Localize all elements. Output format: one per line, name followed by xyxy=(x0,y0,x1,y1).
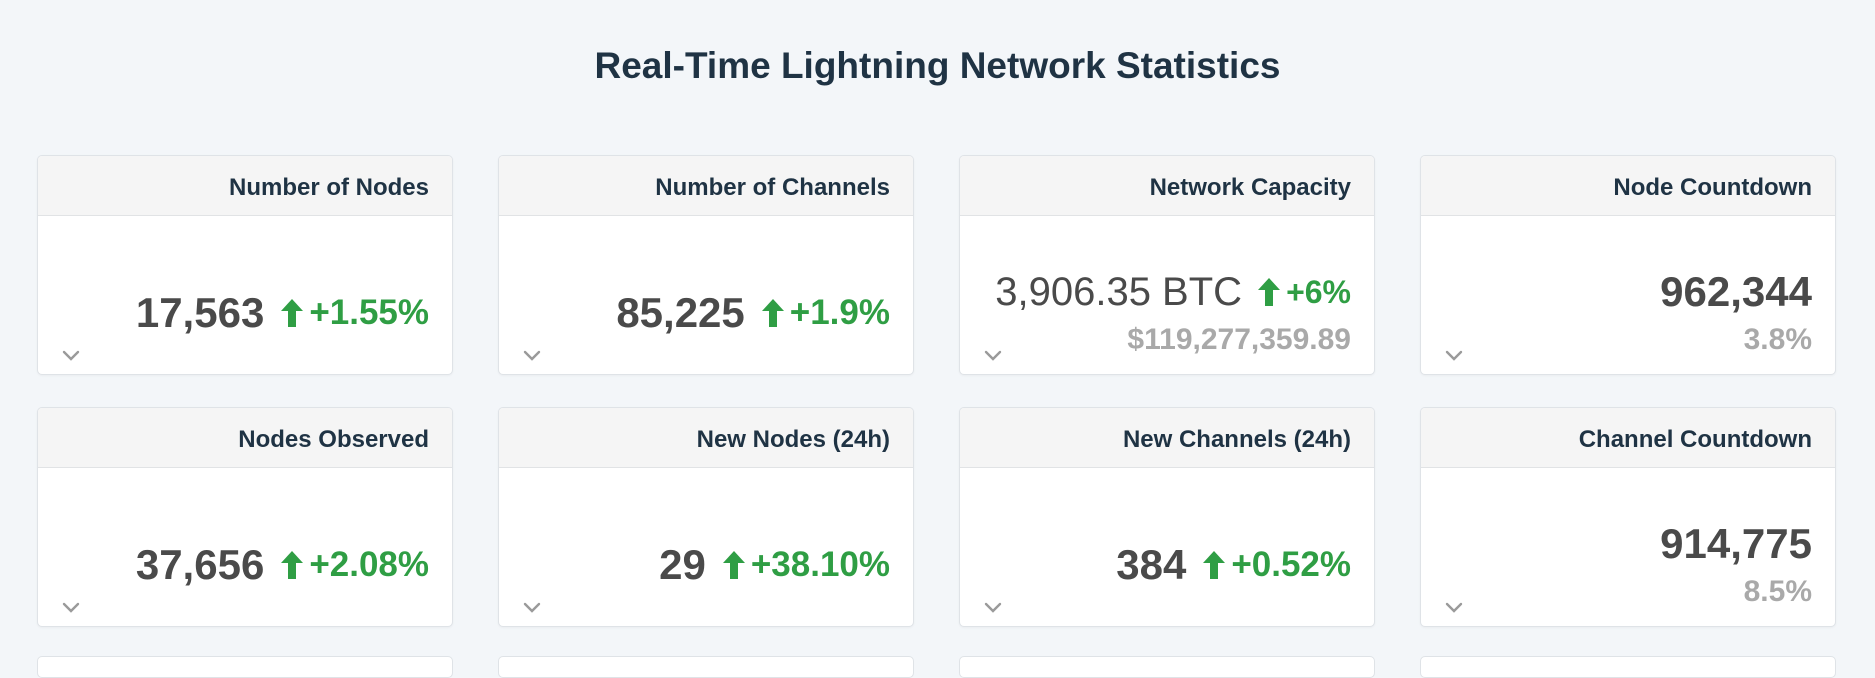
stat-change-value: +2.08% xyxy=(309,545,429,584)
stat-card-partial xyxy=(37,656,453,678)
card-header: Channel Countdown xyxy=(1421,408,1835,468)
card-title: New Channels (24h) xyxy=(1122,426,1351,453)
stat-card-channel-countdown: Channel Countdown 914,775 8.5% xyxy=(1420,407,1836,627)
stat-value: 37,656 xyxy=(135,541,265,588)
stat-change: +1.55% xyxy=(281,293,429,333)
chevron-down-icon[interactable] xyxy=(62,350,80,362)
stat-line: 962,344 xyxy=(1660,269,1812,315)
up-arrow-icon xyxy=(281,299,304,327)
stat-card-number-of-nodes: Number of Nodes 17,563 +1.55% xyxy=(37,155,453,375)
up-arrow-icon xyxy=(1258,278,1281,306)
stat-value: 29 xyxy=(659,541,706,588)
card-title: Network Capacity xyxy=(1149,174,1351,201)
up-arrow-icon xyxy=(1203,551,1226,579)
stat-card-node-countdown: Node Countdown 962,344 3.8% xyxy=(1420,155,1836,375)
up-arrow-icon xyxy=(761,299,784,327)
stat-value: 17,563 xyxy=(135,289,265,336)
card-title: Channel Countdown xyxy=(1578,426,1812,453)
stat-value: 3,906.35 BTC xyxy=(995,270,1243,314)
stat-change: +0.52% xyxy=(1203,545,1351,585)
chevron-down-icon[interactable] xyxy=(1445,350,1463,362)
stat-change-value: +1.9% xyxy=(789,293,890,332)
stat-card-network-capacity: Network Capacity 3,906.35 BTC +6% $119,2… xyxy=(959,155,1375,375)
card-title: Number of Channels xyxy=(655,174,890,201)
card-header: Nodes Observed xyxy=(38,408,452,468)
stat-value: 384 xyxy=(1116,541,1187,588)
stat-line: 914,775 xyxy=(1660,521,1812,567)
stat-card-nodes-observed: Nodes Observed 37,656 +2.08% xyxy=(37,407,453,627)
countdown-percent: 8.5% xyxy=(1743,575,1812,608)
stat-line: 29 +38.10% xyxy=(659,542,890,588)
stat-change-value: +38.10% xyxy=(750,545,890,584)
chevron-down-icon[interactable] xyxy=(523,350,541,362)
stat-line: 3,906.35 BTC +6% xyxy=(995,269,1351,315)
card-header: Number of Channels xyxy=(499,156,913,216)
stat-change-value: +1.55% xyxy=(309,293,429,332)
stat-line: 85,225 +1.9% xyxy=(616,290,890,336)
card-header: Network Capacity xyxy=(960,156,1374,216)
usd-value: $119,277,359.89 xyxy=(1127,323,1351,356)
stat-card-partial xyxy=(1420,656,1836,678)
stat-change: +2.08% xyxy=(281,545,429,585)
page-title: Real-Time Lightning Network Statistics xyxy=(594,45,1281,86)
chevron-down-icon[interactable] xyxy=(1445,602,1463,614)
chevron-down-icon[interactable] xyxy=(523,602,541,614)
stat-card-number-of-channels: Number of Channels 85,225 +1.9% xyxy=(498,155,914,375)
stat-line: 17,563 +1.55% xyxy=(136,290,429,336)
card-header: New Channels (24h) xyxy=(960,408,1374,468)
card-header: New Nodes (24h) xyxy=(499,408,913,468)
up-arrow-icon xyxy=(722,551,745,579)
stat-card-partial xyxy=(959,656,1375,678)
card-header: Node Countdown xyxy=(1421,156,1835,216)
stat-card-new-nodes: New Nodes (24h) 29 +38.10% xyxy=(498,407,914,627)
stat-change-value: +0.52% xyxy=(1231,545,1351,584)
card-title: Node Countdown xyxy=(1613,174,1812,201)
stat-value: 914,775 xyxy=(1660,520,1812,567)
chevron-down-icon[interactable] xyxy=(984,602,1002,614)
chevron-down-icon[interactable] xyxy=(984,350,1002,362)
stat-change: +38.10% xyxy=(722,545,890,585)
stat-value: 85,225 xyxy=(616,289,745,336)
countdown-percent: 3.8% xyxy=(1743,323,1812,356)
card-title: New Nodes (24h) xyxy=(696,426,890,453)
stat-line: 384 +0.52% xyxy=(1116,542,1351,588)
stat-card-partial xyxy=(498,656,914,678)
chevron-down-icon[interactable] xyxy=(62,602,80,614)
card-header: Number of Nodes xyxy=(38,156,452,216)
card-title: Nodes Observed xyxy=(238,426,429,453)
stat-change: +6% xyxy=(1258,272,1351,312)
card-title: Number of Nodes xyxy=(228,174,429,201)
stat-value: 962,344 xyxy=(1660,268,1812,315)
stat-change: +1.9% xyxy=(761,293,890,333)
stat-change-value: +6% xyxy=(1286,274,1351,310)
up-arrow-icon xyxy=(281,551,304,579)
stat-line: 37,656 +2.08% xyxy=(136,542,429,588)
stat-card-new-channels: New Channels (24h) 384 +0.52% xyxy=(959,407,1375,627)
